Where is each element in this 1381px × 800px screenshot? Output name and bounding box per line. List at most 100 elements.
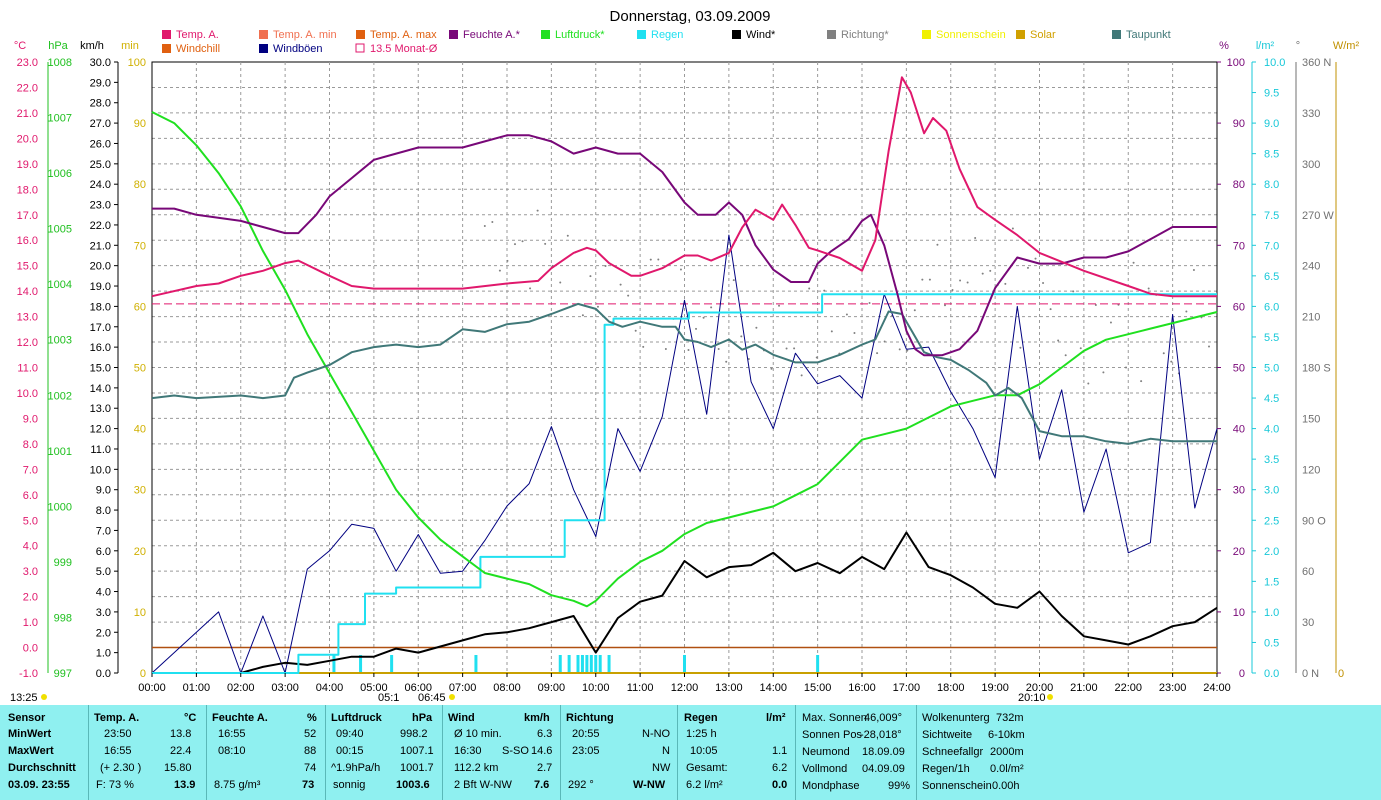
wind-tick-label: 8.0 bbox=[96, 505, 111, 517]
astro2-value-5: 0.00h bbox=[992, 780, 1020, 792]
legend-label: Regen bbox=[651, 29, 683, 41]
direction-point bbox=[906, 349, 909, 352]
direction-point bbox=[604, 264, 607, 267]
dir-tick-label: 300 bbox=[1302, 159, 1320, 171]
temp-tick-label: 12.0 bbox=[17, 337, 38, 349]
temp-avg-delta: (+ 2.30 ) bbox=[100, 762, 142, 774]
press-tick-label: 1008 bbox=[48, 57, 72, 69]
dir-tick-label: 30 bbox=[1302, 617, 1314, 629]
dir-max-time: 23:05 bbox=[572, 745, 600, 757]
direction-point bbox=[1109, 321, 1112, 324]
temp-tick-label: 7.0 bbox=[23, 464, 38, 476]
direction-point bbox=[581, 314, 584, 317]
astro-label-1: Max. Sonnen bbox=[802, 712, 867, 724]
x-tick-label: 24:00 bbox=[1203, 682, 1231, 694]
sensor-current-label: 03.09. 23:55 bbox=[8, 779, 70, 791]
legend-swatch bbox=[355, 43, 365, 53]
astro2-label-1: Wolkenunterg bbox=[922, 712, 990, 724]
chart-title: Donnerstag, 03.09.2009 bbox=[610, 8, 771, 25]
direction-point bbox=[491, 220, 494, 223]
sunset-label: 20:10 bbox=[1018, 692, 1046, 704]
rain-tick-label: 10.0 bbox=[1264, 57, 1285, 69]
press-tick-label: 1001 bbox=[48, 446, 72, 458]
sun-marker-left: 13:25 bbox=[10, 692, 38, 704]
direction-point bbox=[981, 272, 984, 275]
hum-max-time: 08:10 bbox=[218, 745, 246, 757]
axes: °C hPa km/h min% l/m² ° W/m² 23.0 22.0 21.0 20.0 19… bbox=[14, 40, 1360, 680]
legend-label: Taupunkt bbox=[1126, 29, 1171, 41]
press-forecast: sonnig bbox=[333, 779, 366, 791]
x-tick-label: 00:00 bbox=[138, 682, 166, 694]
wind-tick-label: 17.0 bbox=[90, 322, 111, 334]
x-tick-label: 20:00 bbox=[1026, 682, 1054, 694]
sun-tick-label: 0 bbox=[140, 668, 146, 680]
direction-point bbox=[1064, 354, 1067, 357]
dir-min-time: 20:55 bbox=[572, 728, 600, 740]
sunrise-label-2: 06:45 bbox=[418, 692, 446, 704]
rain-tick-label: 4.0 bbox=[1264, 424, 1279, 436]
axis-unit: l/m² bbox=[1256, 40, 1275, 52]
hum-min-value: 52 bbox=[304, 728, 317, 740]
rain-rate-bar bbox=[558, 655, 562, 673]
astro-value-4: 04.09.09 bbox=[862, 763, 905, 775]
rain-header: Regen bbox=[684, 712, 718, 724]
temp-tick-label: 21.0 bbox=[17, 108, 38, 120]
dir-tick-label: 60 bbox=[1302, 566, 1314, 578]
direction-point bbox=[1185, 310, 1188, 313]
direction-point bbox=[951, 289, 954, 292]
x-tick-label: 11:00 bbox=[627, 682, 654, 694]
rain-rate-bar bbox=[589, 655, 593, 673]
wind-tick-label: 11.0 bbox=[90, 444, 111, 456]
direction-point bbox=[755, 326, 758, 329]
rain-total-value: 6.2 bbox=[772, 762, 788, 774]
press-max-time: 00:15 bbox=[336, 745, 364, 757]
series-wind-gusts bbox=[151, 234, 1218, 674]
x-tick-label: 18:00 bbox=[937, 682, 965, 694]
sensor-min-label: MinWert bbox=[8, 728, 52, 740]
direction-point bbox=[898, 348, 901, 351]
series-humidity bbox=[152, 134, 1217, 357]
press-trend: ^1.9hPa/h bbox=[331, 762, 381, 774]
series-temperature bbox=[151, 76, 1217, 298]
direction-point bbox=[1026, 266, 1029, 269]
direction-point bbox=[1102, 371, 1105, 374]
direction-point bbox=[793, 347, 796, 350]
legend-label: Solar bbox=[1030, 29, 1056, 41]
legend-swatch bbox=[1112, 30, 1121, 39]
wind-tick-label: 26.0 bbox=[90, 138, 111, 150]
direction-point bbox=[853, 332, 856, 335]
sun-icon bbox=[449, 694, 455, 700]
series-layer bbox=[151, 76, 1218, 674]
hum-current-abs: 8.75 g/m³ bbox=[214, 779, 261, 791]
wind-tick-label: 13.0 bbox=[90, 403, 111, 415]
rain-tick-label: 7.0 bbox=[1264, 240, 1279, 252]
astro-label-5: Mondphase bbox=[802, 780, 860, 792]
astro-label-3: Neumond bbox=[802, 746, 850, 758]
astro2-value-4: 0.0l/m² bbox=[990, 763, 1024, 775]
axis-unit: °C bbox=[14, 40, 26, 52]
legend-swatch bbox=[732, 30, 741, 39]
series-rain bbox=[152, 293, 1217, 674]
direction-point bbox=[868, 301, 871, 304]
x-tick-label: 01:00 bbox=[183, 682, 211, 694]
hum-tick-label: 30 bbox=[1233, 485, 1245, 497]
dir-min-value: N-NO bbox=[642, 728, 671, 740]
dir-tick-label: 240 bbox=[1302, 261, 1320, 273]
dir-tick-label: 150 bbox=[1302, 413, 1320, 425]
dir-tick-label: 180 S bbox=[1302, 363, 1331, 375]
temp-tick-label: 5.0 bbox=[23, 515, 38, 527]
hum-avg-value: 74 bbox=[304, 762, 317, 774]
rain-tick-label: 6.5 bbox=[1264, 271, 1279, 283]
x-tick-label: 23:00 bbox=[1159, 682, 1187, 694]
legend-swatch bbox=[449, 30, 458, 39]
hum-tick-label: 80 bbox=[1233, 179, 1245, 191]
astro2-label-4: Regen/1h bbox=[922, 763, 970, 775]
direction-point bbox=[642, 345, 645, 348]
press-tick-label: 1004 bbox=[48, 279, 72, 291]
sun-tick-label: 50 bbox=[134, 363, 146, 375]
press-min-time: 09:40 bbox=[336, 728, 364, 740]
astro2-label-5: Sonnenschein bbox=[922, 780, 992, 792]
press-max-value: 1007.1 bbox=[400, 745, 434, 757]
direction-point bbox=[702, 316, 705, 319]
direction-point bbox=[521, 240, 524, 243]
